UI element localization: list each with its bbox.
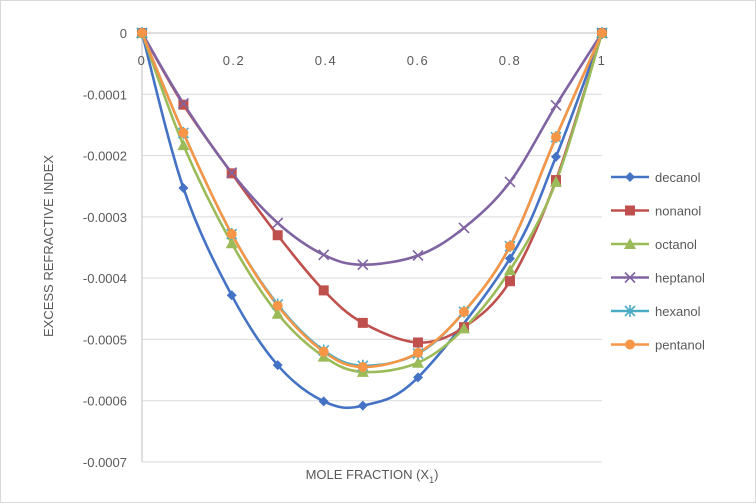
data-point-decanol [413, 372, 423, 383]
data-point-heptanol [458, 222, 470, 234]
data-point-nonanol [413, 337, 423, 348]
x-tick-label: 0.8 [499, 53, 522, 68]
legend-item-hexanol: hexanol [611, 304, 701, 319]
legend-label: decanol [655, 170, 701, 185]
x-tick-label: 0.2 [223, 53, 246, 68]
series-line-pentanol [140, 31, 604, 369]
data-point-pentanol [505, 241, 515, 252]
legend-item-octanol: octanol [611, 237, 697, 252]
series-line-nonanol [140, 31, 604, 344]
data-point-octanol [504, 264, 516, 276]
y-axis-title: EXCESS REFRACTIVE INDEX [41, 155, 56, 337]
legend-label: hexanol [655, 304, 701, 319]
x-tick-label: 0.4 [315, 53, 338, 68]
x-tick-label: 1 [598, 53, 607, 68]
legend-item-pentanol: pentanol [611, 338, 705, 353]
data-point-nonanol [272, 230, 283, 241]
data-point-octanol [225, 237, 238, 249]
legend-label: octanol [655, 237, 697, 252]
legend-label: heptanol [655, 271, 705, 286]
legend: decanol nonanol octanol heptanol hexanol pent… [611, 170, 705, 353]
data-point-octanol [177, 139, 190, 151]
data-point-heptanol [226, 167, 238, 179]
y-tick-label: -0.0004 [83, 271, 127, 286]
data-point-pentanol [137, 28, 147, 38]
data-point-octanol [412, 356, 424, 368]
tick-labels: 0 -0.0001 -0.0002 -0.0003 -0.0004 -0.0005 -0.0… [83, 26, 607, 470]
series-layer [140, 31, 604, 410]
x-axis-title-main: MOLE FRACTION (X [306, 467, 430, 482]
series-line-octanol [140, 31, 604, 374]
y-tick-label: -0.0001 [83, 87, 127, 102]
data-point-pentanol [318, 346, 329, 357]
data-point-octanol [458, 322, 470, 334]
data-point-decanol [272, 360, 283, 371]
x-axis-title-close: ) [434, 467, 438, 482]
y-tick-label: 0 [120, 26, 127, 41]
data-point-decanol [178, 183, 189, 194]
data-point-nonanol [178, 99, 189, 110]
data-point-heptanol [318, 249, 330, 261]
data-point-nonanol [318, 285, 329, 296]
y-tick-label: -0.0007 [83, 455, 127, 470]
data-point-heptanol [504, 176, 516, 188]
data-point-heptanol [177, 97, 189, 110]
series-line-hexanol [140, 31, 604, 368]
data-point-octanol [550, 175, 562, 187]
legend-label: nonanol [655, 204, 701, 219]
data-point-decanol [357, 400, 368, 411]
data-point-pentanol [226, 229, 237, 240]
y-tick-label: -0.0005 [83, 332, 127, 347]
legend-label: pentanol [655, 338, 705, 353]
legend-item-nonanol: nonanol [611, 204, 701, 219]
data-point-pentanol [459, 306, 469, 317]
data-point-pentanol [413, 347, 423, 358]
legend-swatch-marker [624, 238, 636, 249]
data-point-pentanol [272, 300, 283, 311]
marker-layer [136, 27, 608, 411]
y-tick-label: -0.0006 [83, 394, 127, 409]
legend-swatch-marker [625, 339, 635, 350]
y-tick-label: -0.0002 [83, 149, 127, 164]
data-point-heptanol [412, 249, 424, 262]
data-point-decanol [226, 290, 237, 301]
data-point-nonanol [357, 317, 368, 328]
data-point-heptanol [550, 99, 562, 111]
y-tick-label: -0.0003 [83, 210, 127, 225]
data-point-decanol [318, 396, 329, 407]
data-point-octanol [271, 307, 284, 319]
legend-swatch-marker [624, 271, 636, 284]
x-axis-title-subscript: 1 [429, 475, 434, 485]
data-point-pentanol [357, 362, 368, 373]
axis-layer [141, 32, 602, 462]
legend-swatch-marker [625, 172, 635, 182]
data-point-nonanol [505, 276, 515, 287]
data-point-pentanol [178, 127, 189, 138]
data-point-heptanol [272, 217, 284, 229]
x-tick-label: 0.6 [407, 53, 430, 68]
legend-swatch-marker [625, 205, 635, 216]
legend-swatch-marker [624, 305, 636, 317]
data-point-pentanol [597, 28, 607, 38]
legend-item-heptanol: heptanol [611, 271, 705, 286]
data-point-decanol [551, 151, 561, 162]
data-point-pentanol [551, 132, 561, 143]
data-point-heptanol [357, 259, 369, 271]
series-line-decanol [140, 31, 604, 410]
x-tick-label: 0 [138, 53, 147, 68]
grid-layer [142, 93, 602, 463]
data-point-decanol [505, 253, 515, 264]
legend-item-decanol: decanol [611, 170, 701, 185]
x-axis-title: MOLE FRACTION (X1) [306, 467, 439, 485]
